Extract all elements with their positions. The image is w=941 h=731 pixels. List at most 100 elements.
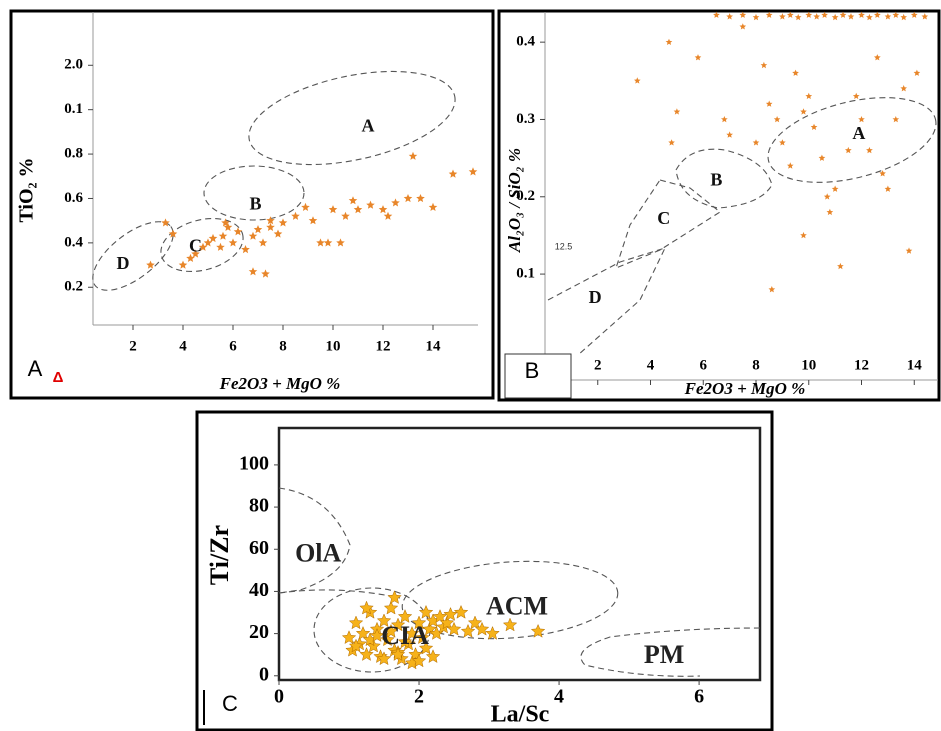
point <box>301 202 310 211</box>
point <box>369 628 385 642</box>
point <box>341 211 350 220</box>
x-tick-label: 0 <box>274 686 284 708</box>
point <box>787 162 794 169</box>
y-tick-label: 0.8 <box>64 146 83 162</box>
region <box>580 627 761 677</box>
point <box>752 13 760 21</box>
point <box>428 202 438 211</box>
point <box>316 238 325 247</box>
point <box>383 211 393 220</box>
point <box>502 617 518 632</box>
region-label: B <box>249 193 261 213</box>
x-tick-label: 10 <box>326 338 341 354</box>
y-tick-label: 0 <box>259 663 269 685</box>
point <box>278 218 288 227</box>
point <box>787 11 794 18</box>
point <box>418 604 434 619</box>
point <box>291 211 300 220</box>
region-label: OlA <box>295 539 341 568</box>
point <box>913 69 921 76</box>
point <box>866 13 873 21</box>
point <box>308 216 318 225</box>
point <box>432 609 448 623</box>
x-tick-label: 6 <box>229 338 237 354</box>
point <box>485 625 500 640</box>
point <box>422 621 437 636</box>
y-tick-label: 20 <box>249 621 269 643</box>
point <box>383 623 399 638</box>
point <box>186 253 195 262</box>
point <box>813 13 820 20</box>
point <box>328 205 338 214</box>
point <box>253 225 263 234</box>
panel-frame <box>195 410 774 731</box>
point <box>348 615 364 630</box>
point <box>866 146 873 154</box>
point <box>805 92 813 100</box>
region-label: 12.5 <box>555 241 573 251</box>
y-tick-label: 100 <box>239 452 269 474</box>
point <box>726 13 733 20</box>
y-tick-label: 80 <box>249 495 269 517</box>
point <box>530 623 546 638</box>
region-label: B <box>710 169 722 189</box>
y-tick-label: 0.1 <box>64 101 83 117</box>
point <box>403 194 413 203</box>
region-label: D <box>117 253 130 273</box>
point <box>468 167 478 176</box>
point <box>760 61 768 69</box>
y-axis-title: TiO₂ % <box>16 157 38 222</box>
panel-frame <box>497 9 941 402</box>
point <box>348 196 358 205</box>
point <box>397 634 413 649</box>
point <box>831 13 839 21</box>
point <box>900 13 907 21</box>
panel-label: C <box>222 691 238 716</box>
point <box>739 11 747 18</box>
point <box>905 247 913 254</box>
point <box>425 649 441 664</box>
region <box>767 97 937 183</box>
point <box>359 600 374 615</box>
point <box>739 23 747 30</box>
point <box>446 621 462 636</box>
point <box>390 647 406 661</box>
point <box>241 245 250 254</box>
point <box>341 630 357 645</box>
region <box>248 70 456 166</box>
point <box>453 604 469 619</box>
point <box>191 249 200 258</box>
panel-frame <box>9 9 495 400</box>
point <box>752 139 760 146</box>
point <box>779 139 786 146</box>
point <box>228 238 238 247</box>
x-tick-label: 14 <box>426 338 442 354</box>
region <box>401 560 619 640</box>
point <box>448 169 458 178</box>
point <box>203 238 213 247</box>
x-tick-label: 14 <box>907 357 923 373</box>
point <box>348 638 364 653</box>
point <box>178 260 188 269</box>
point <box>921 13 929 20</box>
panel-label: B <box>525 358 540 383</box>
point <box>837 262 844 270</box>
x-tick-label: 6 <box>694 686 704 708</box>
point <box>668 139 675 146</box>
point <box>792 69 799 76</box>
point <box>366 200 375 209</box>
point <box>805 11 813 18</box>
region-label: C <box>189 235 202 255</box>
plot-layer: 0.2 0.4 0.6 0.8 0.1 2.0 2 4 6 8 10 12 14 A B C D Fe2O3 + … <box>16 11 929 728</box>
y-axis-title: Ti/Zr <box>205 525 234 585</box>
x-tick-label: 12 <box>376 338 391 354</box>
point <box>391 198 400 207</box>
panel-mark: Δ <box>53 369 64 386</box>
point <box>261 269 270 278</box>
region <box>278 487 351 594</box>
point <box>821 11 828 18</box>
point <box>845 146 852 154</box>
region-label: A <box>852 123 865 143</box>
region <box>278 589 401 599</box>
x-axis-title: Fe2O3 + MgO % <box>219 374 341 393</box>
